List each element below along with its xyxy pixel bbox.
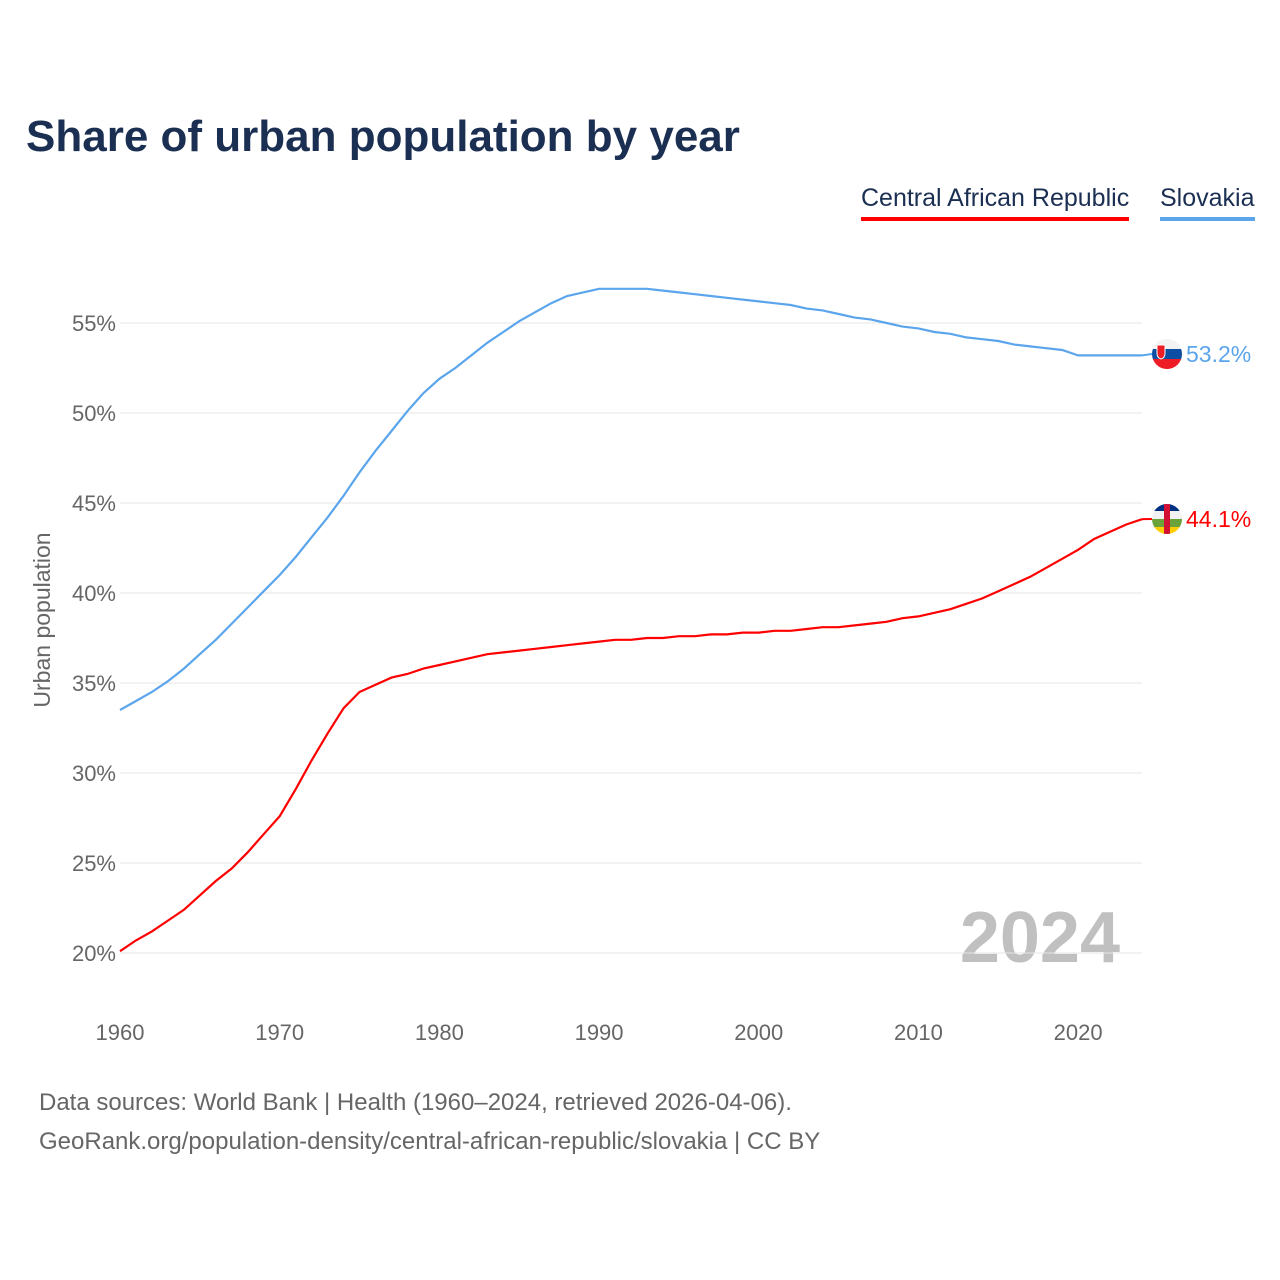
source-link[interactable]: GeoRank.org/population-density/central-a… <box>39 1128 821 1155</box>
x-tick-label: 2010 <box>894 1020 943 1045</box>
central-african-republic-flag-icon <box>1152 504 1182 534</box>
y-tick-label: 45% <box>72 491 116 516</box>
y-tick-label: 55% <box>72 311 116 336</box>
x-tick-label: 2000 <box>734 1020 783 1045</box>
chart-title: Share of urban population by year <box>26 112 740 161</box>
y-tick-label: 25% <box>72 851 116 876</box>
x-tick-label: 1960 <box>96 1020 145 1045</box>
x-tick-label: 1980 <box>415 1020 464 1045</box>
y-axis-label: Urban population <box>29 532 55 707</box>
y-tick-label: 50% <box>72 401 116 426</box>
y-tick-label: 20% <box>72 941 116 966</box>
x-tick-label: 2020 <box>1054 1020 1103 1045</box>
slovakia-flag-icon <box>1152 339 1182 369</box>
end-connector-slovakia <box>1141 353 1153 357</box>
y-tick-label: 40% <box>72 581 116 606</box>
x-tick-label: 1990 <box>575 1020 624 1045</box>
series-line-slovakia <box>119 287 1142 711</box>
data-source-note: Data sources: World Bank | Health (1960–… <box>39 1089 792 1116</box>
end-value-label-central-african-republic: 44.1% <box>1186 506 1251 532</box>
y-tick-label: 30% <box>72 761 116 786</box>
year-watermark: 2024 <box>960 898 1120 978</box>
x-tick-label: 1970 <box>255 1020 304 1045</box>
y-tick-label: 35% <box>72 671 116 696</box>
legend-item-central-african-republic[interactable]: Central African Republic <box>861 184 1130 221</box>
legend-item-slovakia[interactable]: Slovakia <box>1160 184 1255 221</box>
end-value-label-slovakia: 53.2% <box>1186 341 1251 367</box>
series-line-central-african-republic <box>119 518 1143 953</box>
